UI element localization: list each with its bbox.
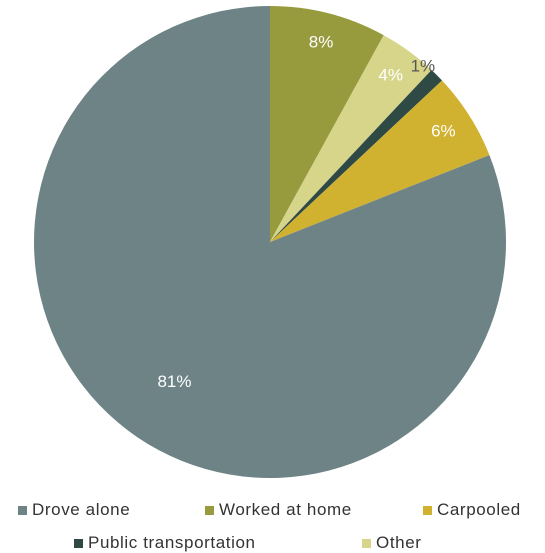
pie-label-public-transportation: 1% — [411, 57, 436, 76]
legend-swatch-other — [362, 538, 371, 548]
pie-label-carpooled: 6% — [431, 121, 456, 140]
legend-item-public-transportation: Public transportation — [74, 533, 256, 553]
pie-chart: 8% 4% 1% 6% 81% — [33, 6, 506, 478]
legend-item-worked-at-home: Worked at home — [205, 500, 352, 520]
legend-item-drove-alone: Drove alone — [18, 500, 130, 520]
legend-label-other: Other — [376, 533, 422, 552]
pie-slice-other — [270, 35, 432, 243]
pie-label-other: 4% — [378, 65, 403, 84]
legend-item-other: Other — [362, 533, 422, 553]
pie-label-worked-at-home: 8% — [309, 33, 334, 52]
legend-label-drove-alone: Drove alone — [32, 500, 131, 519]
legend-label-carpooled: Carpooled — [437, 500, 521, 519]
pie-slice-carpooled — [270, 80, 490, 242]
legend-swatch-public-transportation — [74, 538, 83, 548]
legend-label-worked-at-home: Worked at home — [219, 500, 352, 519]
pie-slice-worked-at-home — [270, 6, 384, 242]
pie-slice-drove-alone — [33, 6, 506, 478]
legend-swatch-worked-at-home — [205, 505, 214, 515]
pie-label-drove-alone: 81% — [157, 372, 191, 391]
legend: Drove alone Worked at home Carpooled Pub… — [0, 496, 545, 553]
legend-item-carpooled: Carpooled — [423, 500, 521, 520]
legend-swatch-drove-alone — [18, 505, 27, 515]
legend-swatch-carpooled — [423, 505, 432, 515]
legend-label-public-transportation: Public transportation — [88, 533, 256, 552]
pie-slice-public-transportation — [270, 69, 443, 242]
